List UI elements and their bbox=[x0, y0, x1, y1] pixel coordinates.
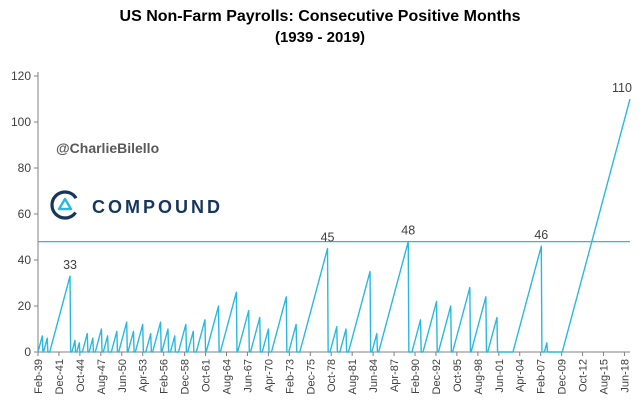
x-tick-label: Jun-67 bbox=[242, 359, 254, 393]
x-tick-label: Apr-04 bbox=[515, 359, 527, 392]
x-tick-label: Oct-44 bbox=[75, 359, 87, 392]
peak-annotation: 110 bbox=[612, 81, 632, 95]
y-tick-label: 0 bbox=[24, 345, 31, 359]
peak-annotation: 45 bbox=[321, 231, 335, 245]
x-tick-label: Jun-50 bbox=[117, 359, 129, 393]
x-tick-label: Aug-81 bbox=[347, 359, 359, 394]
x-tick-label: Jun-01 bbox=[494, 359, 506, 393]
watermark-handle: @CharlieBilello bbox=[56, 140, 160, 156]
x-tick-label: Aug-64 bbox=[222, 359, 234, 394]
x-tick-label: Dec-92 bbox=[431, 359, 443, 394]
y-tick-label: 80 bbox=[18, 161, 32, 175]
y-tick-label: 60 bbox=[18, 207, 32, 221]
x-tick-label: Dec-09 bbox=[557, 359, 569, 394]
peak-annotation: 46 bbox=[534, 228, 548, 242]
streak-line-series bbox=[37, 98, 631, 353]
y-tick-label: 40 bbox=[18, 253, 32, 267]
x-tick-label: Dec-58 bbox=[180, 359, 192, 394]
chart-title-line2: (1939 - 2019) bbox=[274, 29, 366, 46]
y-tick-label: 100 bbox=[11, 115, 31, 129]
x-tick-label: Feb-90 bbox=[410, 359, 422, 394]
peak-annotation: 33 bbox=[63, 258, 77, 272]
x-tick-label: Feb-73 bbox=[284, 359, 296, 394]
x-tick-label: Apr-53 bbox=[138, 359, 150, 392]
x-tick-label: Oct-61 bbox=[201, 359, 213, 392]
x-tick-label: Aug-47 bbox=[96, 359, 108, 394]
x-tick-label: Feb-39 bbox=[33, 359, 45, 394]
x-tick-label: Apr-87 bbox=[389, 359, 401, 392]
x-tick-label: Jun-84 bbox=[368, 359, 380, 393]
compound-logo: COMPOUND bbox=[48, 188, 223, 227]
x-tick-label: Feb-07 bbox=[536, 359, 548, 394]
chart-title: US Non-Farm Payrolls: Consecutive Positi… bbox=[0, 8, 640, 46]
x-tick-label: Aug-15 bbox=[599, 359, 611, 394]
x-tick-label: Oct-78 bbox=[326, 359, 338, 392]
x-tick-label: Dec-41 bbox=[54, 359, 66, 394]
x-tick-label: Oct-95 bbox=[452, 359, 464, 392]
y-tick-label: 20 bbox=[18, 299, 32, 313]
x-tick-label: Feb-56 bbox=[159, 359, 171, 394]
compound-logo-icon bbox=[48, 188, 82, 227]
x-tick-label: Jun-18 bbox=[619, 359, 631, 393]
x-tick-label: Apr-70 bbox=[263, 359, 275, 392]
x-tick-label: Dec-75 bbox=[305, 359, 317, 394]
peak-annotation: 48 bbox=[401, 224, 415, 238]
x-tick-label: Oct-12 bbox=[578, 359, 590, 392]
x-tick-label: Aug-98 bbox=[473, 359, 485, 394]
y-tick-label: 120 bbox=[11, 69, 31, 83]
chart-title-line1: US Non-Farm Payrolls: Consecutive Positi… bbox=[119, 8, 521, 25]
compound-logo-text: COMPOUND bbox=[92, 197, 223, 217]
